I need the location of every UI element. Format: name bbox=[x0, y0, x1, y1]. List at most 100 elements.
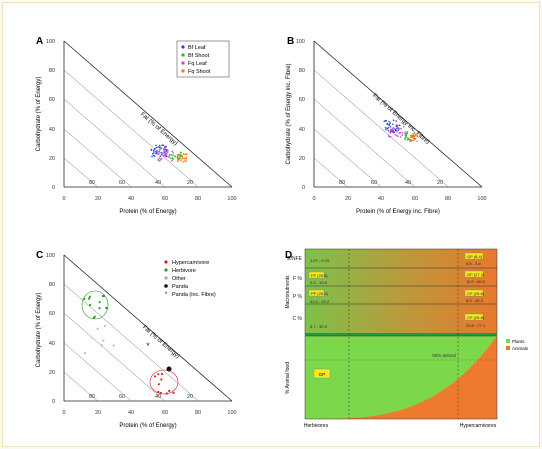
scatter-point bbox=[171, 159, 173, 162]
scatter-point bbox=[162, 144, 165, 147]
legend-swatch bbox=[506, 346, 510, 350]
panel-a-letter: A bbox=[36, 36, 43, 47]
scatter-point bbox=[160, 378, 163, 381]
scatter-point bbox=[88, 297, 91, 300]
scatter-point bbox=[185, 156, 187, 159]
fat-tick: 80 bbox=[89, 394, 95, 400]
legend-label: Panda (inc. Fibre) bbox=[172, 292, 216, 298]
panel-b-letter: B bbox=[287, 36, 294, 47]
legend-label: Herbivore bbox=[172, 268, 196, 274]
legend-marker bbox=[164, 276, 168, 280]
fat-tick: 40 bbox=[405, 180, 411, 186]
scatter-point bbox=[89, 303, 92, 307]
tick: 80 bbox=[49, 68, 55, 74]
scatter-point bbox=[158, 144, 161, 147]
legend-d: Plants Animals bbox=[506, 339, 529, 351]
scatter-point bbox=[404, 138, 406, 141]
x-ticks-a: 0 20 40 60 80 100 bbox=[62, 196, 236, 202]
scatter-point bbox=[150, 149, 153, 151]
scatter-point bbox=[157, 373, 160, 376]
herbivore-ellipse bbox=[81, 290, 109, 320]
legend-c: Hypercarnivore Herbivore Other Panda * P… bbox=[164, 260, 216, 298]
scatter-point bbox=[180, 151, 182, 154]
fat-tick: 60 bbox=[371, 180, 377, 186]
fat-tick: 80 bbox=[89, 180, 95, 186]
scatter-point bbox=[162, 154, 165, 157]
scatter-point bbox=[385, 128, 387, 131]
scatter-points-c: * bbox=[81, 290, 179, 395]
tick: 40 bbox=[49, 127, 55, 133]
y-axis-label-a: Carbohydrate (% of Energy) bbox=[36, 77, 42, 152]
diag-label-a: Fat (% of Energy) bbox=[139, 112, 178, 147]
scatter-point bbox=[98, 301, 101, 304]
scatter-point bbox=[153, 375, 157, 378]
scatter-point bbox=[159, 155, 162, 158]
scatter-point bbox=[84, 352, 87, 355]
tick: 20 bbox=[49, 370, 55, 376]
tick: 0 bbox=[302, 185, 305, 191]
panel-b: B 0 20 40 60 80 100 0 20 40 60 80 100 bbox=[286, 36, 487, 215]
scatter-point bbox=[158, 160, 161, 162]
divider-bar bbox=[305, 333, 497, 336]
scatter-point bbox=[386, 127, 389, 130]
scatter-point bbox=[412, 139, 414, 142]
scatter-point bbox=[397, 126, 399, 129]
scatter-point bbox=[413, 136, 416, 138]
tick: 80 bbox=[195, 196, 201, 202]
fat-ticks-a: 80 60 40 20 bbox=[89, 180, 193, 186]
y-ticks-a: 0 20 40 60 80 100 bbox=[46, 39, 55, 191]
scatter-point bbox=[416, 140, 418, 143]
scatter-points-a bbox=[150, 144, 188, 163]
scatter-point bbox=[155, 152, 157, 155]
row-label: E/NFE bbox=[287, 256, 302, 262]
scatter-point bbox=[404, 132, 407, 135]
panel-d: D 50% animal GP E/NFE F % P % C % Macron… bbox=[285, 248, 529, 429]
legend-label: Other bbox=[172, 276, 186, 282]
tick: 0 bbox=[62, 410, 65, 416]
tick: 40 bbox=[49, 341, 55, 347]
right-values-d: GP (8.4) 0.5 - 3.4 GP (27.1) 11.9 - 60.9… bbox=[464, 252, 486, 328]
scatter-point bbox=[397, 124, 399, 127]
scatter-point bbox=[154, 151, 157, 153]
scatter-point bbox=[151, 155, 153, 158]
scatter-point bbox=[179, 156, 182, 158]
ternary-frame-b bbox=[313, 40, 483, 188]
scatter-point bbox=[178, 153, 181, 156]
scatter-point bbox=[165, 153, 168, 155]
tick: 100 bbox=[477, 196, 486, 202]
value-text: 8.0 - 45.3 bbox=[466, 298, 484, 303]
scatter-point bbox=[165, 145, 167, 148]
scatter-point bbox=[157, 390, 160, 394]
x-ticks-c: 0 20 40 60 80 100 bbox=[62, 410, 236, 416]
scatter-point bbox=[406, 133, 408, 135]
tick: 20 bbox=[49, 156, 55, 162]
scatter-point bbox=[105, 306, 108, 309]
panel-c: C 0 20 40 60 80 100 0 20 40 60 80 100 bbox=[36, 250, 237, 429]
scatter-point bbox=[98, 307, 101, 310]
scatter-point bbox=[180, 154, 182, 156]
scatter-point bbox=[169, 154, 171, 157]
scatter-point bbox=[153, 152, 155, 154]
scatter-point bbox=[170, 153, 173, 156]
scatter-point bbox=[416, 134, 419, 136]
scatter-point bbox=[392, 119, 395, 121]
scatter-point bbox=[399, 132, 402, 134]
tick: 80 bbox=[49, 282, 55, 288]
scatter-point bbox=[185, 158, 187, 160]
threshold-label: 50% animal bbox=[432, 353, 456, 358]
scatter-point bbox=[165, 392, 168, 395]
value-text: 41.0 - 92.2 bbox=[310, 299, 330, 304]
scatter-point bbox=[155, 146, 158, 149]
tick: 60 bbox=[49, 97, 55, 103]
ternary-frame-a bbox=[63, 40, 233, 188]
scatter-point bbox=[388, 120, 390, 123]
scatter-point bbox=[182, 157, 184, 159]
row-label: C % bbox=[293, 316, 303, 322]
ternary-frame-c bbox=[63, 254, 233, 402]
y-bottom-label-d: % Animal food bbox=[285, 362, 291, 394]
scatter-point bbox=[103, 324, 106, 327]
scatter-point bbox=[160, 157, 163, 160]
scatter-point bbox=[163, 151, 166, 153]
tick: 100 bbox=[227, 196, 236, 202]
